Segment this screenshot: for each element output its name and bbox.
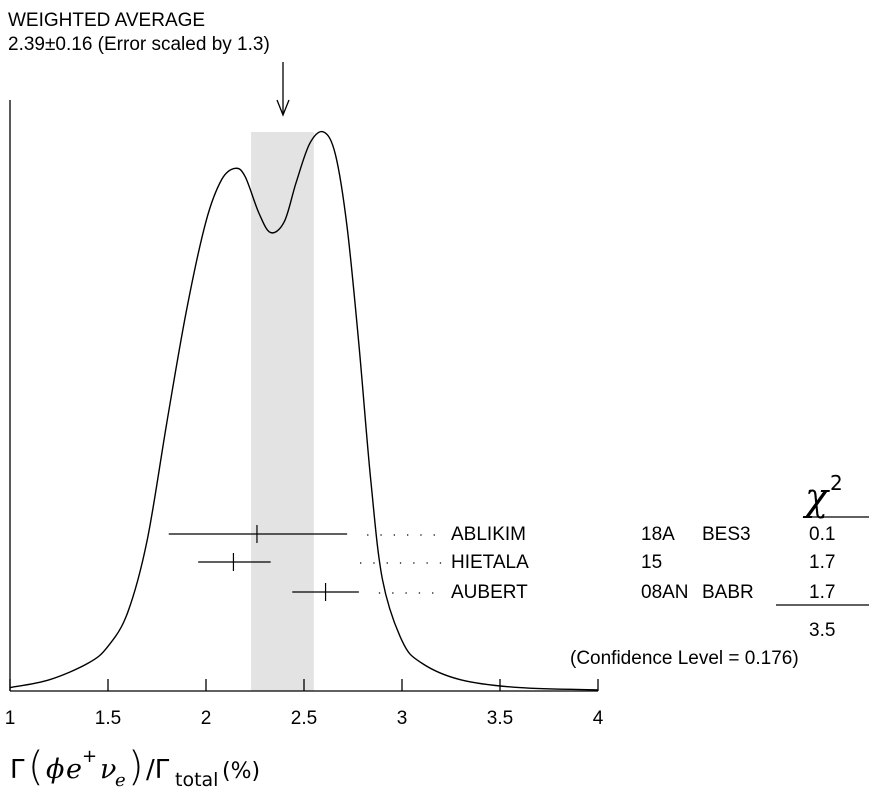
row-2-experiment: BABR [702, 582, 754, 603]
row-1-year: 15 [641, 552, 662, 573]
svg-text:e: e [115, 770, 126, 791]
svg-text:e: e [66, 754, 82, 785]
x-tick-label: 2.5 [291, 708, 317, 729]
x-axis-label: Γ ( ϕ e + ν e ) /Γ total (%) [10, 744, 260, 791]
measurement-table: χ 2 ABLIKIM 18A BES3 0.1 HIETALA 15 1.7 … [451, 471, 869, 669]
chart-subtitle: 2.39±0.16 (Error scaled by 1.3) [8, 34, 270, 55]
svg-text:/Γ: /Γ [146, 755, 170, 785]
row-0-author: ABLIKIM [451, 524, 526, 545]
svg-text:): ) [128, 744, 144, 790]
svg-text:(%): (%) [222, 759, 260, 784]
chi2-total: 3.5 [809, 620, 835, 641]
x-tick-label: 4 [593, 708, 604, 729]
chi2-header-sup: 2 [830, 471, 843, 495]
row-1-author: HIETALA [451, 552, 529, 573]
row-0-chi2: 0.1 [809, 524, 835, 545]
chart-title: WEIGHTED AVERAGE [8, 10, 205, 31]
x-tick-label: 1 [5, 708, 16, 729]
chi2-header: χ [802, 475, 830, 519]
row-1-chi2: 1.7 [809, 552, 835, 573]
svg-text:ϕ: ϕ [46, 754, 64, 785]
row-2-year: 08AN [641, 582, 689, 603]
x-tick-label: 3 [397, 708, 408, 729]
x-tick-label: 1.5 [95, 708, 121, 729]
svg-text:ν: ν [100, 754, 116, 785]
svg-text:(: ( [28, 744, 44, 790]
x-tick-label: 3.5 [487, 708, 513, 729]
x-ticks: 1 1.5 2 2.5 3 3.5 4 [5, 679, 604, 729]
svg-text:total: total [175, 769, 218, 791]
confidence-level: (Confidence Level = 0.176) [570, 648, 799, 669]
svg-text:Γ: Γ [10, 755, 25, 785]
row-2-author: AUBERT [451, 582, 528, 603]
svg-text:+: + [82, 746, 97, 767]
measurement-bars [168, 525, 444, 601]
x-tick-label: 2 [201, 708, 212, 729]
row-2-chi2: 1.7 [809, 582, 835, 603]
row-0-experiment: BES3 [702, 524, 751, 545]
ideogram-curve [9, 130, 599, 691]
average-arrow [276, 62, 290, 117]
row-0-year: 18A [641, 524, 675, 545]
